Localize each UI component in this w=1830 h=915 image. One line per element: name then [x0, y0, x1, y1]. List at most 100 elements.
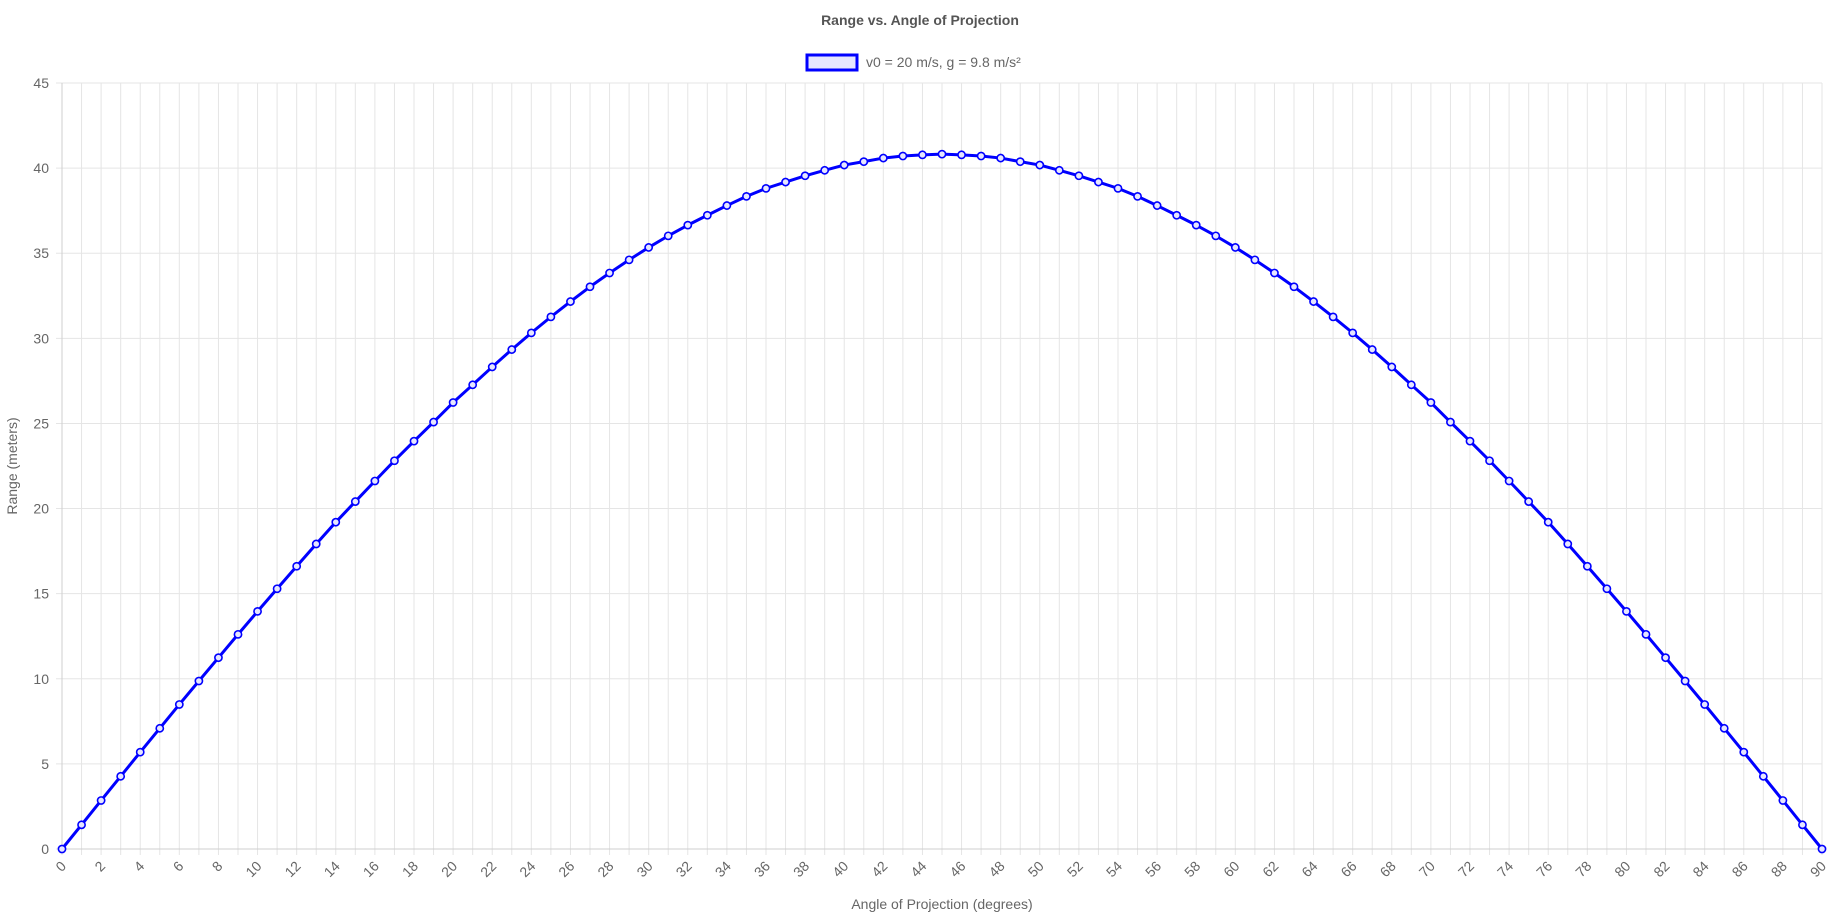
- data-point[interactable]: [1270, 268, 1279, 278]
- data-point[interactable]: [1524, 497, 1534, 506]
- x-tick-label: 42: [868, 858, 890, 880]
- data-point[interactable]: [1035, 160, 1045, 170]
- data-point[interactable]: [1309, 297, 1318, 306]
- data-point[interactable]: [1054, 165, 1064, 175]
- data-point[interactable]: [1817, 844, 1827, 854]
- data-point[interactable]: [409, 436, 419, 446]
- data-point[interactable]: [390, 456, 399, 466]
- data-point[interactable]: [194, 676, 204, 686]
- data-point[interactable]: [1172, 210, 1182, 220]
- data-point[interactable]: [1250, 255, 1260, 265]
- data-point[interactable]: [468, 380, 478, 390]
- data-point[interactable]: [624, 255, 634, 265]
- data-point[interactable]: [350, 497, 360, 506]
- data-point[interactable]: [1543, 517, 1553, 527]
- data-point[interactable]: [429, 417, 438, 427]
- data-point[interactable]: [507, 345, 517, 354]
- data-point[interactable]: [526, 328, 536, 338]
- data-point[interactable]: [292, 561, 302, 571]
- data-point[interactable]: [1739, 747, 1749, 757]
- data-point[interactable]: [878, 153, 888, 163]
- data-point[interactable]: [1465, 436, 1475, 446]
- data-point[interactable]: [585, 282, 595, 292]
- data-point[interactable]: [96, 796, 106, 805]
- data-point[interactable]: [1661, 653, 1670, 663]
- data-point[interactable]: [1641, 629, 1651, 639]
- data-point[interactable]: [957, 150, 966, 160]
- data-point[interactable]: [1758, 771, 1768, 781]
- x-tick-label: 38: [790, 858, 812, 880]
- data-point[interactable]: [566, 297, 575, 306]
- data-point[interactable]: [937, 149, 947, 159]
- data-point[interactable]: [1152, 201, 1162, 210]
- data-point[interactable]: [253, 606, 262, 616]
- data-point[interactable]: [1074, 171, 1084, 181]
- data-point[interactable]: [918, 150, 927, 160]
- data-point[interactable]: [1582, 561, 1592, 571]
- data-point[interactable]: [722, 201, 732, 210]
- data-point[interactable]: [800, 171, 810, 181]
- data-point[interactable]: [272, 584, 282, 594]
- data-point[interactable]: [976, 151, 986, 161]
- x-tick-label: 10: [242, 858, 264, 880]
- data-point[interactable]: [1406, 380, 1416, 390]
- data-point[interactable]: [644, 243, 654, 252]
- data-point[interactable]: [1622, 606, 1631, 616]
- data-point[interactable]: [839, 160, 849, 170]
- data-point[interactable]: [1680, 676, 1690, 686]
- data-point[interactable]: [155, 723, 165, 733]
- data-point[interactable]: [370, 476, 380, 486]
- x-tick-label: 56: [1142, 858, 1164, 880]
- data-point[interactable]: [57, 844, 67, 854]
- data-point[interactable]: [1719, 723, 1729, 733]
- data-point[interactable]: [996, 153, 1006, 163]
- data-point[interactable]: [1798, 820, 1807, 830]
- data-point[interactable]: [1133, 191, 1142, 201]
- data-point[interactable]: [781, 177, 790, 187]
- data-point[interactable]: [761, 183, 771, 193]
- legend[interactable]: v0 = 20 m/s, g = 9.8 m/s²: [805, 53, 1021, 72]
- data-point[interactable]: [1348, 328, 1358, 338]
- data-point[interactable]: [1602, 584, 1612, 594]
- data-point[interactable]: [77, 820, 86, 830]
- data-point[interactable]: [448, 398, 458, 407]
- x-tick-label: 46: [946, 858, 968, 880]
- data-point[interactable]: [683, 220, 693, 230]
- data-point[interactable]: [1015, 157, 1025, 167]
- data-point[interactable]: [1191, 220, 1201, 230]
- data-point[interactable]: [174, 700, 184, 709]
- data-point[interactable]: [1778, 796, 1788, 805]
- data-point[interactable]: [859, 157, 869, 167]
- data-point[interactable]: [135, 747, 145, 757]
- data-point[interactable]: [1230, 243, 1240, 252]
- data-point[interactable]: [898, 151, 908, 161]
- data-point[interactable]: [742, 191, 751, 201]
- data-point[interactable]: [487, 362, 497, 372]
- data-point[interactable]: [1426, 398, 1436, 407]
- data-point[interactable]: [1328, 312, 1338, 322]
- data-point[interactable]: [663, 231, 673, 241]
- y-tick-label: 0: [41, 841, 49, 857]
- data-point[interactable]: [605, 268, 614, 278]
- data-point[interactable]: [1700, 700, 1710, 709]
- x-axis-ticks: 0 2 4 6 8 10 12 14 16 18 20 22 24 26 28 30 32 34 36 38 40 42 4…: [52, 858, 1829, 880]
- data-point[interactable]: [1485, 456, 1494, 466]
- data-point[interactable]: [233, 629, 243, 639]
- data-point[interactable]: [331, 517, 341, 527]
- data-point[interactable]: [1094, 177, 1103, 187]
- data-point[interactable]: [214, 653, 223, 663]
- data-point[interactable]: [1446, 417, 1455, 427]
- data-point[interactable]: [1387, 362, 1397, 372]
- data-point[interactable]: [702, 210, 712, 220]
- data-point[interactable]: [1367, 345, 1377, 354]
- data-point[interactable]: [1113, 183, 1123, 193]
- data-point[interactable]: [116, 771, 126, 781]
- x-tick-label: 40: [829, 858, 851, 880]
- data-point[interactable]: [311, 539, 321, 549]
- data-point[interactable]: [820, 165, 830, 175]
- data-point[interactable]: [1289, 282, 1299, 292]
- data-point[interactable]: [546, 312, 556, 322]
- data-point[interactable]: [1504, 476, 1514, 486]
- data-point[interactable]: [1211, 231, 1221, 241]
- data-point[interactable]: [1563, 539, 1573, 549]
